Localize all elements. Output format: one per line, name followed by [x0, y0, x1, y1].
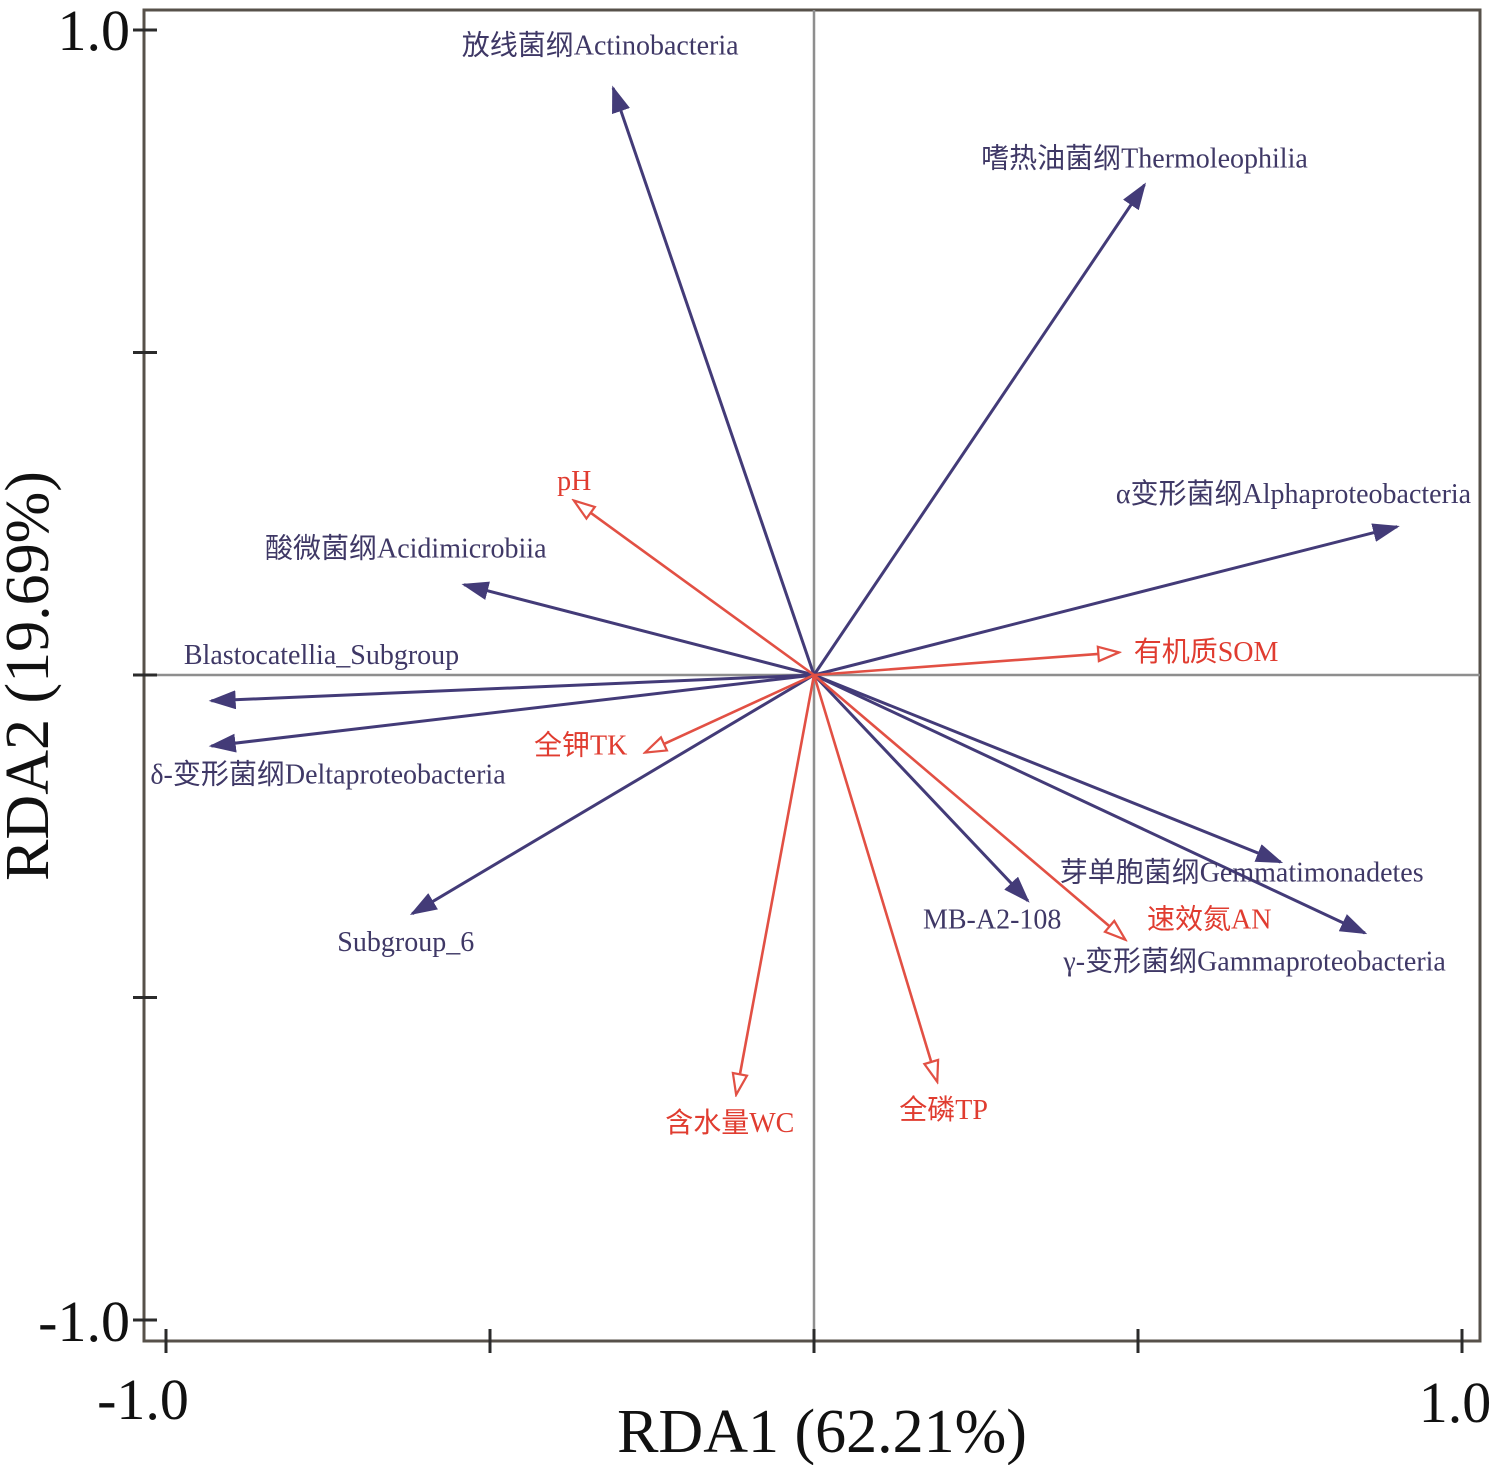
vector-arrows — [208, 85, 1400, 1094]
env-vector-wc — [736, 674, 816, 1094]
taxa-label-blastocatellia: Blastocatellia_Subgroup — [184, 640, 459, 671]
taxa-vector-thermoleophilia — [812, 182, 1146, 676]
env-label-tp: 全磷TP — [899, 1094, 988, 1126]
taxa-label-alphaproteobacteria: α变形菌纲Alphaproteobacteria — [1116, 478, 1472, 510]
taxa-label-deltaproteobacteria: δ-变形菌纲Deltaproteobacteria — [150, 758, 506, 790]
env-vector-tp — [812, 674, 937, 1081]
taxa-vector-acidimicrobiia — [461, 581, 815, 677]
taxa-vector-blastocatellia — [208, 673, 815, 710]
env-vector-an — [813, 674, 1125, 939]
y-axis-max-tick-label: 1.0 — [58, 0, 131, 63]
x-axis-min-tick-label: -1.0 — [97, 1367, 189, 1432]
env-vector-som — [813, 652, 1119, 677]
taxa-label-subgroup-6: Subgroup_6 — [337, 927, 474, 958]
env-label-ph: pH — [557, 466, 591, 497]
axis-ticks — [133, 28, 1464, 1353]
taxa-vector-actinobacteria — [611, 85, 816, 676]
env-label-tk: 全钾TK — [534, 729, 627, 761]
y-axis-min-tick-label: -1.0 — [38, 1289, 130, 1354]
taxa-label-thermoleophilia: 嗜热油菌纲Thermoleophilia — [981, 143, 1308, 175]
taxa-label-acidimicrobiia: 酸微菌纲Acidimicrobiia — [265, 533, 547, 565]
x-axis-max-tick-label: 1.0 — [1419, 1370, 1492, 1435]
env-label-wc: 含水量WC — [665, 1107, 794, 1139]
taxa-vector-subgroup-6 — [409, 673, 815, 916]
taxa-vector-mb-a2-108 — [812, 673, 1030, 903]
taxa-label-gemmatimonadetes: 芽单胞菌纲Gemmatimonadetes — [1060, 857, 1424, 889]
env-vector-tk — [646, 673, 815, 752]
taxa-label-mb-a2-108: MB-A2-108 — [923, 905, 1061, 936]
env-label-an: 速效氮AN — [1147, 904, 1271, 936]
taxa-vector-alphaproteobacteria — [813, 523, 1400, 677]
y-axis-title: RDA2 (19.69%) — [0, 471, 62, 881]
taxa-vector-deltaproteobacteria — [208, 673, 815, 753]
env-label-som: 有机质SOM — [1134, 636, 1279, 668]
taxa-label-gammaproteobacteria: γ-变形菌纲Gammaproteobacteria — [1062, 946, 1446, 978]
taxa-label-actinobacteria: 放线菌纲Actinobacteria — [462, 30, 739, 62]
taxa-vector-gemmatimonadetes — [813, 673, 1284, 864]
taxa-vector-gammaproteobacteria — [813, 673, 1368, 935]
env-vector-ph — [574, 501, 815, 677]
x-axis-title: RDA1 (62.21%) — [617, 1398, 1027, 1465]
vector-labels: 放线菌纲Actinobacteria 嗜热油菌纲Thermoleophilia α变… — [150, 30, 1471, 1139]
